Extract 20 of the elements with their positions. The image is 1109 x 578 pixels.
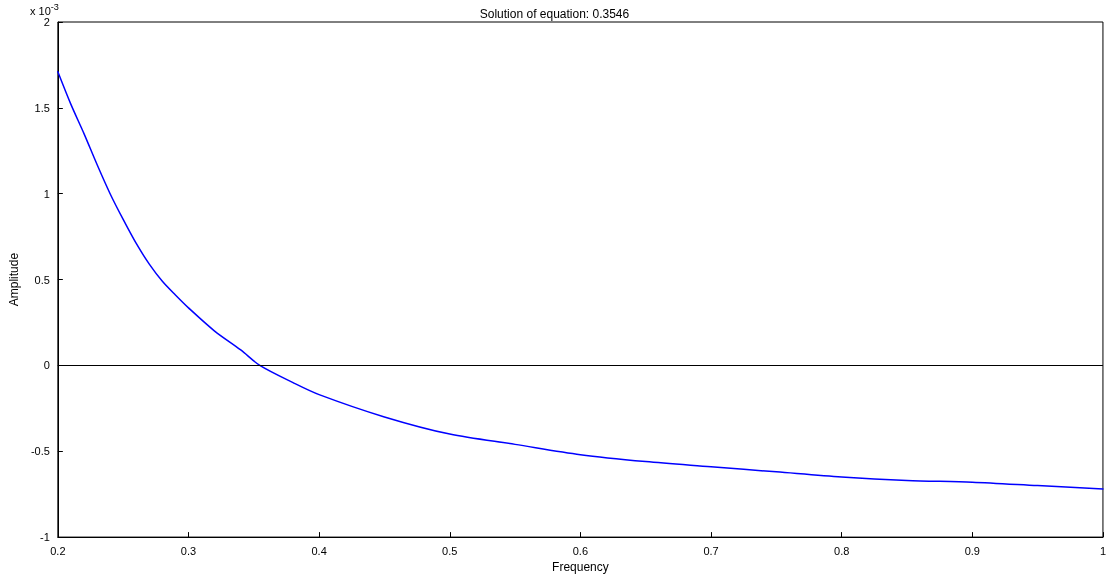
x-tick-label: 0.5 xyxy=(442,544,458,557)
x-tick-label: 0.4 xyxy=(311,544,327,557)
y-tick-label: -0.5 xyxy=(30,445,50,458)
x-tick-label: 0.8 xyxy=(834,544,850,557)
x-tick-label: 0.9 xyxy=(964,544,980,557)
y-tick-label: -1 xyxy=(40,531,50,544)
x-tick-label: 0.6 xyxy=(572,544,589,557)
chart-title: Solution of equation: 0.3546 xyxy=(479,7,630,21)
text: x 10$^{-3}$ xyxy=(30,2,59,17)
y-tick-label: 2 xyxy=(43,16,50,28)
x-tick-label: 0.7 xyxy=(703,544,719,557)
x-tick-label: 0.3 xyxy=(180,544,197,557)
y-tick-label: 0 xyxy=(43,359,50,372)
x-axis-title: Frequency xyxy=(552,560,609,574)
y-axis-title: Amplitude xyxy=(7,252,21,307)
x-tick-label: 1 xyxy=(1099,544,1106,557)
y-tick-label: 0.5 xyxy=(34,273,50,286)
x-tick-label: 0.2 xyxy=(50,544,66,557)
y-tick-label: 1 xyxy=(43,187,50,200)
y-tick-label: 1.5 xyxy=(34,101,50,114)
